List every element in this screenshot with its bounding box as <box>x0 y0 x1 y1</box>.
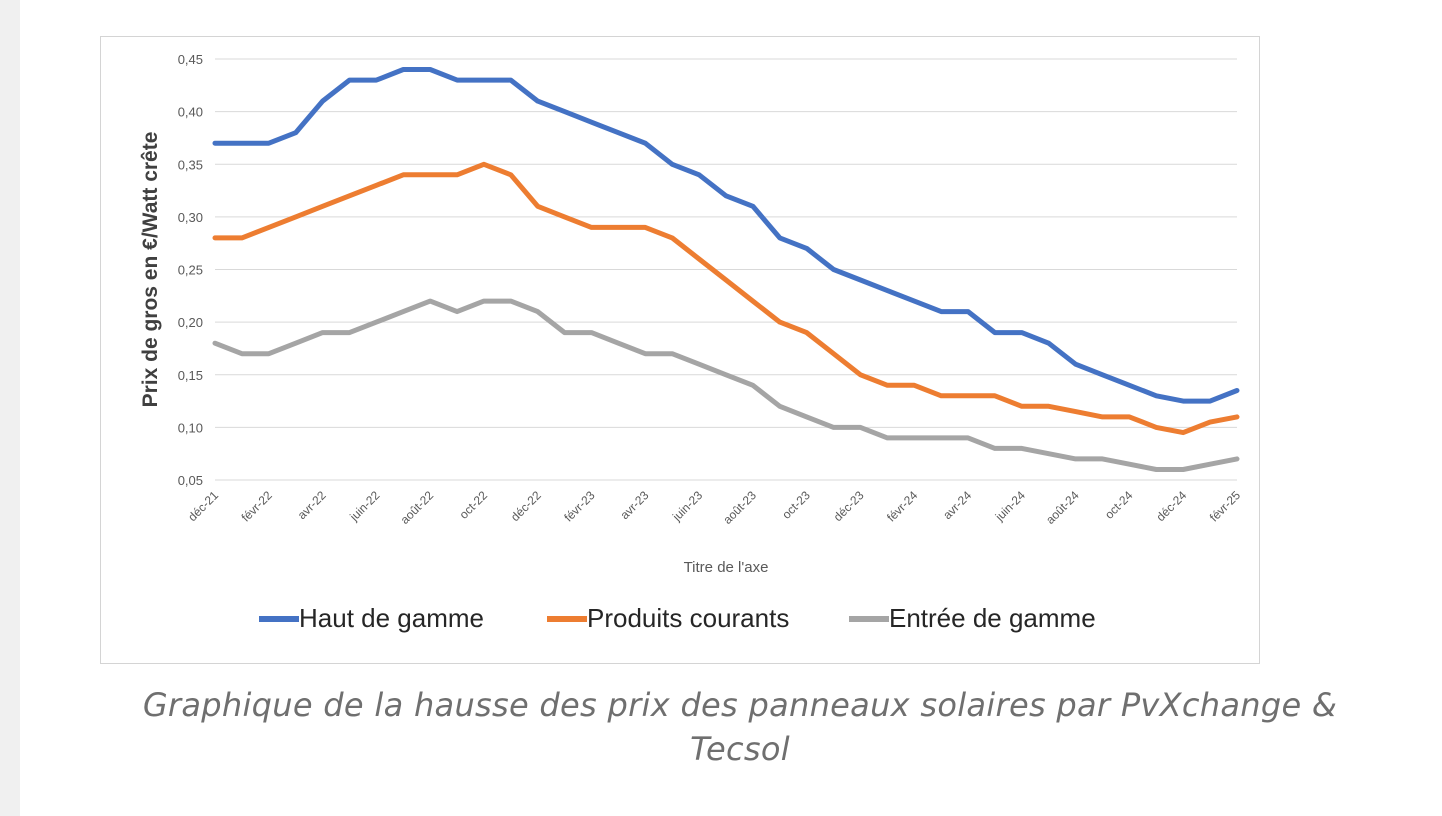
x-tick-label: oct-22 <box>457 488 491 522</box>
y-tick-label: 0,30 <box>178 210 203 225</box>
x-axis-title: Titre de l'axe <box>684 559 769 576</box>
line-chart: 0,450,400,350,300,250,200,150,100,05déc-… <box>139 52 1244 633</box>
y-tick-label: 0,35 <box>178 157 203 172</box>
y-tick-label: 0,15 <box>178 368 203 383</box>
y-tick-label: 0,25 <box>178 263 203 278</box>
figure-caption: Graphique de la hausse des prix des pann… <box>142 686 1338 768</box>
y-tick-label: 0,45 <box>178 52 203 67</box>
x-tick-label: févr-22 <box>239 488 276 525</box>
x-tick-label: oct-23 <box>779 488 813 522</box>
x-tick-label: déc-24 <box>1153 488 1189 524</box>
legend-label: Haut de gamme <box>299 603 484 633</box>
x-tick-label: avr-23 <box>617 488 651 522</box>
x-tick-label: déc-23 <box>831 488 867 524</box>
x-tick-label: août-22 <box>398 488 437 527</box>
x-tick-label: juin-24 <box>992 488 1028 524</box>
x-tick-label: août-23 <box>720 488 759 527</box>
series-line-3 <box>212 298 1240 472</box>
x-tick-label: avr-24 <box>940 488 974 522</box>
x-tick-label: févr-25 <box>1207 488 1244 525</box>
x-tick-label: avr-22 <box>295 488 329 522</box>
x-tick-label: déc-22 <box>508 488 544 524</box>
y-tick-label: 0,05 <box>178 473 203 488</box>
chart-container: 0,45 0,40 0,35 0,30 0,25 0,20 0,15 0,10 0,05 déc-… <box>100 36 1260 664</box>
y-tick-label: 0,10 <box>178 420 203 435</box>
x-tick-label: déc-21 <box>185 488 221 524</box>
y-tick-label: 0,40 <box>178 105 203 120</box>
x-tick-label: août-24 <box>1043 488 1082 527</box>
series-line-1 <box>212 67 1240 404</box>
legend-label: Entrée de gamme <box>889 603 1096 633</box>
left-margin-bar <box>0 0 20 816</box>
x-tick-label: juin-23 <box>669 488 705 524</box>
y-axis-title: Prix de gros en €/Watt crête <box>139 132 162 408</box>
legend-label: Produits courants <box>587 603 789 633</box>
x-tick-label: févr-23 <box>561 488 598 525</box>
x-tick-label: oct-24 <box>1102 488 1136 522</box>
x-tick-label: févr-24 <box>884 488 921 525</box>
y-tick-label: 0,20 <box>178 315 203 330</box>
series-line-2 <box>212 161 1240 436</box>
x-tick-label: juin-22 <box>346 488 382 524</box>
